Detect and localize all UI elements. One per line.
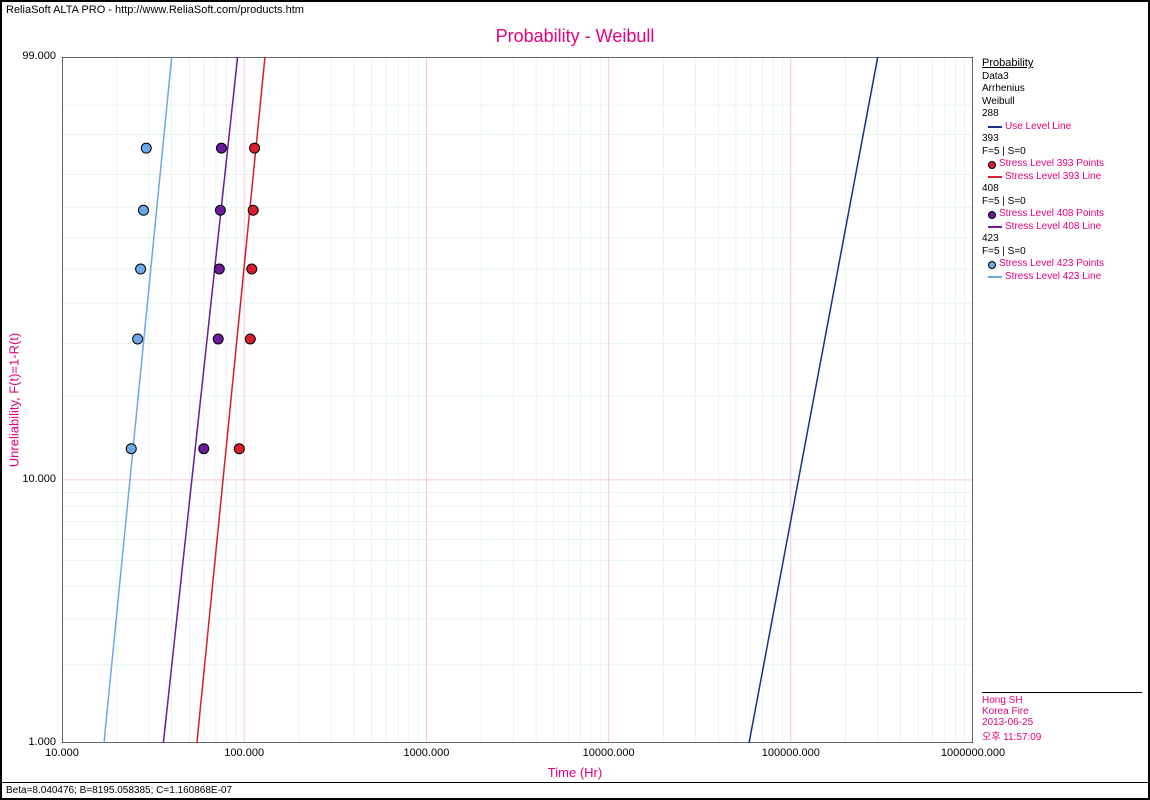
legend: ProbabilityData3ArrheniusWeibull288Use L… — [982, 57, 1142, 283]
legend-info: Arrhenius — [982, 83, 1142, 96]
legend-info: Data3 — [982, 71, 1142, 84]
legend-label: Use Level Line — [1005, 121, 1071, 134]
legend-group-heading: 393 — [982, 133, 1142, 146]
legend-label: Stress Level 423 Points — [999, 258, 1104, 271]
meta-time: 오후 11:57:09 — [982, 728, 1142, 743]
legend-label: Stress Level 408 Points — [999, 208, 1104, 221]
legend-info: Weibull — [982, 96, 1142, 109]
legend-swatch-dot — [988, 211, 996, 219]
chart-frame: ReliaSoft ALTA PRO - http://www.ReliaSof… — [0, 0, 1150, 800]
meta-date: 2013-06-25 — [982, 717, 1142, 728]
tick-label: 1000000.000 — [941, 747, 1005, 759]
chart-title: Probability - Weibull — [2, 26, 1148, 47]
legend-row: Stress Level 408 Points — [988, 208, 1142, 221]
legend-group-heading: 423 — [982, 233, 1142, 246]
legend-row: Stress Level 408 Line — [988, 221, 1142, 234]
meta-author: Hong SH — [982, 695, 1142, 706]
legend-row: Stress Level 393 Points — [988, 158, 1142, 171]
legend-label: Stress Level 408 Line — [1005, 221, 1101, 234]
tick-label: 10.000 — [22, 473, 56, 485]
tick-label: 10.000 — [45, 747, 79, 759]
tick-label: 100000.000 — [762, 747, 820, 759]
legend-label: Stress Level 393 Points — [999, 158, 1104, 171]
legend-swatch-dot — [988, 161, 996, 169]
legend-swatch-line — [988, 126, 1002, 128]
meta-org: Korea Fire — [982, 706, 1142, 717]
legend-group-heading: 288 — [982, 108, 1142, 121]
legend-row: Stress Level 393 Line — [988, 171, 1142, 184]
tick-label: 1000.000 — [403, 747, 449, 759]
legend-heading: Probability — [982, 57, 1142, 71]
x-axis-label: Time (Hr) — [548, 765, 602, 780]
legend-swatch-line — [988, 226, 1002, 228]
plot-svg — [62, 57, 973, 743]
legend-row: Stress Level 423 Line — [988, 271, 1142, 284]
tick-label: 100.000 — [224, 747, 264, 759]
tick-label: 10000.000 — [583, 747, 635, 759]
legend-swatch-dot — [988, 261, 996, 269]
y-axis-label: Unreliability, F(t)=1-R(t) — [7, 333, 22, 467]
meta-block: Hong SH Korea Fire 2013-06-25 오후 11:57:0… — [982, 692, 1142, 743]
legend-row: Stress Level 423 Points — [988, 258, 1142, 271]
legend-group-sub: F=5 | S=0 — [982, 246, 1142, 259]
tick-label: 99.000 — [22, 50, 56, 62]
legend-row: Use Level Line — [988, 121, 1142, 134]
legend-swatch-line — [988, 276, 1002, 278]
legend-swatch-line — [988, 176, 1002, 178]
legend-label: Stress Level 423 Line — [1005, 271, 1101, 284]
app-header: ReliaSoft ALTA PRO - http://www.ReliaSof… — [2, 2, 1148, 18]
legend-group-heading: 408 — [982, 183, 1142, 196]
legend-label: Stress Level 393 Line — [1005, 171, 1101, 184]
tick-label: 1.000 — [28, 736, 56, 748]
footer-stats: Beta=8.040476; B=8195.058385; C=1.160868… — [2, 782, 1148, 798]
legend-group-sub: F=5 | S=0 — [982, 146, 1142, 159]
legend-group-sub: F=5 | S=0 — [982, 196, 1142, 209]
plot-area: 10.000100.0001000.00010000.000100000.000… — [62, 57, 973, 743]
